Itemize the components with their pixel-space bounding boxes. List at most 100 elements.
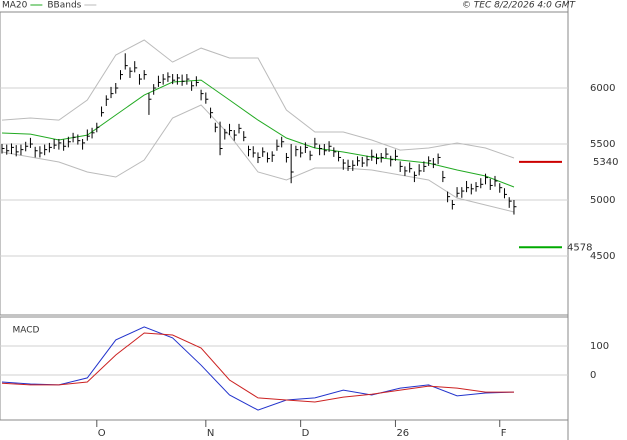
price-panel: [0, 11, 569, 316]
ohlc-bar: [1, 144, 5, 154]
ohlc-bar: [437, 153, 441, 165]
ohlc-bar: [143, 70, 147, 80]
ohlc-bar: [342, 159, 346, 170]
ohlc-bar: [115, 82, 119, 94]
ohlc-bar: [120, 70, 124, 80]
level-label: 4578: [567, 242, 592, 253]
ohlc-bar: [91, 127, 95, 139]
ohlc-bar: [447, 191, 451, 203]
ohlc-bar: [181, 74, 185, 86]
macd-line: [1, 332, 514, 403]
ohlc-bar: [200, 89, 204, 101]
ohlc-bar: [186, 74, 190, 85]
indicator-line: [1, 39, 515, 159]
ohlc-bar: [266, 152, 270, 163]
ohlc-bar: [357, 156, 361, 166]
ohlc-bar: [10, 143, 14, 155]
y-tick-label: 0: [590, 370, 596, 381]
macd-panel: [0, 316, 569, 421]
ohlc-bar: [333, 147, 337, 157]
ohlc-bar: [15, 145, 19, 157]
source-text: © TEC 8/2/2026 4:0 GMT: [462, 1, 577, 11]
ohlc-bar: [257, 152, 261, 164]
ohlc-bar: [172, 74, 176, 85]
ohlc-bar: [385, 147, 389, 159]
ohlc-bar: [409, 162, 413, 173]
ohlc-bar: [314, 137, 318, 148]
ohlc-bar: [271, 151, 275, 162]
ohlc-bar: [494, 175, 498, 187]
ohlc-bar: [210, 107, 214, 119]
ohlc-bar: [328, 141, 332, 152]
ohlc-bar: [413, 171, 417, 183]
y-tick-label: 4500: [590, 251, 615, 262]
ohlc-bar: [508, 197, 512, 208]
ohlc-bar: [110, 86, 114, 99]
ohlc-bar: [72, 132, 76, 143]
ohlc-bar: [153, 84, 157, 95]
y-tick-label: 5500: [590, 139, 615, 150]
ohlc-bar: [191, 81, 195, 91]
ohlc-bar: [229, 123, 233, 136]
ohlc-bar: [347, 159, 351, 171]
ohlc-bar: [281, 136, 285, 148]
ohlc-bar: [77, 134, 81, 145]
ohlc-bar: [162, 74, 166, 85]
ohlc-bar: [499, 183, 503, 193]
ohlc-bar: [176, 74, 180, 85]
legend-label: MA20: [2, 1, 28, 11]
ohlc-bar: [394, 149, 398, 161]
ohlc-bar: [290, 144, 294, 184]
ohlc-bar: [25, 141, 29, 152]
ohlc-bar: [295, 145, 299, 157]
ohlc-bar: [6, 144, 10, 155]
ohlc-bar: [96, 122, 100, 133]
ohlc-bar: [252, 146, 256, 158]
ohlc-bar: [29, 137, 33, 148]
ohlc-bar: [361, 156, 365, 167]
ohlc-bar: [205, 92, 209, 104]
ohlc-bar: [399, 161, 403, 173]
ohlc-bar: [20, 144, 24, 156]
ohlc-bar: [238, 123, 242, 134]
ohlc-bar: [247, 145, 251, 157]
ohlc-bar: [63, 139, 67, 151]
x-tick-label: N: [207, 428, 214, 439]
ohlc-bar: [466, 180, 470, 193]
ohlc-bar: [86, 129, 90, 141]
macd-line: [1, 326, 515, 411]
ohlc-bar: [219, 121, 223, 156]
ohlc-bar: [134, 61, 138, 73]
ohlc-bar: [53, 138, 57, 150]
x-tick-label: O: [98, 428, 106, 439]
ohlc-bar: [470, 183, 474, 195]
x-tick-label: D: [302, 428, 310, 439]
ohlc-bar: [371, 149, 375, 161]
ohlc-bar: [513, 200, 517, 215]
x-tick-label: F: [501, 428, 507, 439]
ohlc-bar: [418, 164, 422, 176]
ohlc-bar: [423, 161, 427, 173]
ohlc-bar: [167, 72, 171, 82]
ohlc-bar: [243, 131, 247, 142]
ohlc-bar: [148, 93, 152, 115]
ohlc-bar: [262, 147, 266, 157]
ohlc-bar: [428, 156, 432, 166]
ohlc-bar: [309, 150, 313, 161]
level-label: 5340: [593, 157, 618, 168]
ohlc-bar: [214, 122, 218, 133]
ohlc-bar: [451, 200, 455, 210]
ohlc-bar: [489, 178, 493, 190]
legend-label: BBands: [47, 1, 81, 11]
ohlc-bar: [44, 144, 48, 156]
x-tick-label: 26: [396, 428, 409, 439]
ohlc-bar: [475, 182, 479, 192]
ohlc-bar: [366, 155, 370, 167]
ohlc-bar: [442, 170, 446, 183]
ohlc-bar: [352, 160, 356, 171]
ohlc-bar: [285, 152, 289, 163]
y-tick-label: 6000: [590, 83, 615, 94]
ohlc-bar: [432, 158, 436, 169]
ohlc-bar: [82, 138, 86, 150]
